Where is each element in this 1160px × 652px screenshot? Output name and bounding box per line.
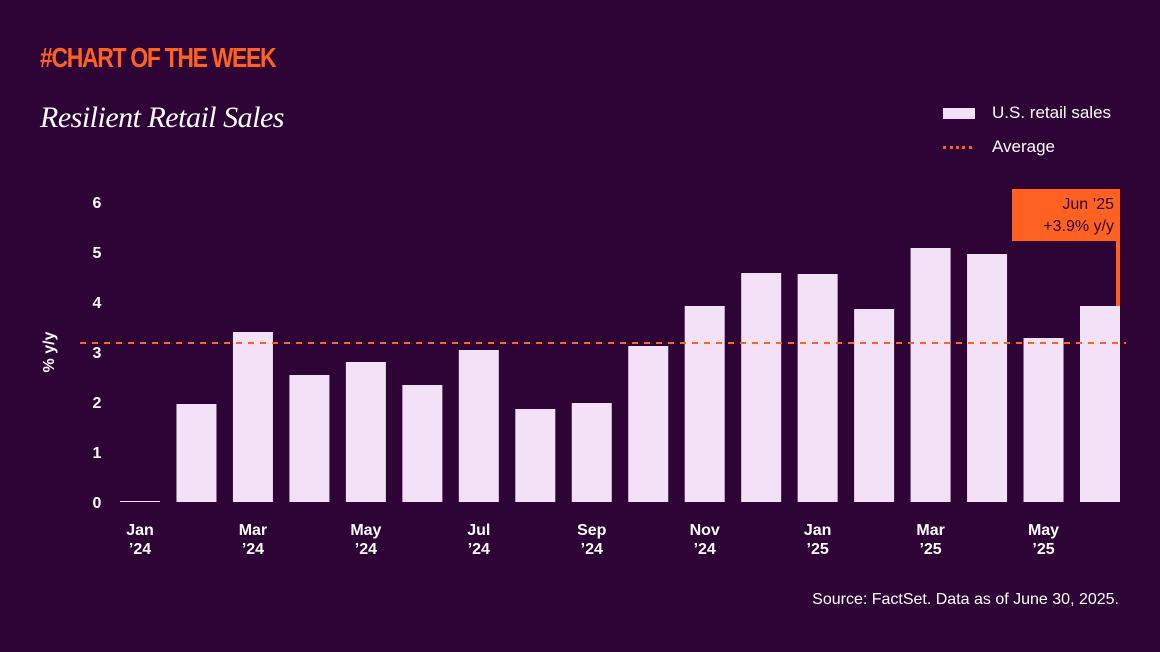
x-tick-label: ’25: [1032, 541, 1054, 558]
bar: [458, 350, 499, 502]
bar: [910, 248, 951, 502]
legend-swatch-bar-icon: [943, 107, 975, 119]
y-axis-title: % y/y: [41, 331, 58, 372]
bars: [120, 248, 1120, 502]
x-tick-label: ’24: [468, 541, 490, 558]
y-tick-label: 3: [93, 345, 102, 362]
legend-label: Average: [992, 137, 1056, 156]
y-tick-label: 6: [93, 195, 102, 212]
y-tick-label: 4: [93, 295, 102, 312]
legend-label: U.S. retail sales: [992, 103, 1112, 122]
x-tick-label: ’25: [807, 541, 829, 558]
bar: [515, 409, 556, 502]
annotation-callout: Jun ’25 +3.9% y/y: [1012, 189, 1120, 306]
x-tick-label: ’24: [355, 541, 377, 558]
legend-item-retail-sales: U.S. retail sales: [943, 96, 1111, 130]
bar: [232, 332, 273, 502]
x-tick-label: ’24: [694, 541, 716, 558]
y-tick-label: 5: [93, 245, 102, 262]
bar: [967, 254, 1008, 502]
x-tick-label: Jan: [126, 522, 154, 539]
bar: [797, 274, 838, 502]
bar: [176, 404, 217, 502]
bar: [741, 273, 782, 502]
bar: [1023, 338, 1064, 502]
bar: [402, 385, 443, 502]
y-tick-label: 1: [93, 445, 102, 462]
x-tick-label: Jul: [467, 522, 490, 539]
source-note: Source: FactSet. Data as of June 30, 202…: [812, 591, 1119, 608]
y-tick-label: 2: [93, 395, 102, 412]
x-tick-label: Jan: [804, 522, 832, 539]
x-axis-ticks: Jan ’24 Mar ’24 May ’24 Jul ’24 Sep ’24 Nov ’24 Jan ’…: [126, 522, 1059, 558]
annotation-label-date: Jun ’25: [1062, 196, 1114, 213]
annotation-label-value: +3.9% y/y: [1043, 218, 1114, 235]
annotation-leader-line: [1116, 241, 1120, 306]
legend-item-average: Average: [943, 130, 1111, 164]
bar: [628, 346, 669, 502]
x-tick-label: May: [1028, 522, 1059, 539]
bar: [854, 309, 895, 502]
bar: [684, 306, 725, 502]
x-tick-label: ’24: [129, 541, 151, 558]
chart-title: Resilient Retail Sales: [40, 101, 284, 134]
x-tick-label: Mar: [916, 522, 944, 539]
bar: [571, 403, 612, 502]
bar: [289, 375, 330, 502]
legend: U.S. retail sales Average: [943, 96, 1111, 164]
x-tick-label: Mar: [239, 522, 267, 539]
x-tick-label: ’24: [242, 541, 264, 558]
x-tick-label: Sep: [577, 522, 607, 539]
x-tick-label: ’24: [581, 541, 603, 558]
kicker-label: #CHART OF THE WEEK: [40, 42, 277, 73]
bar: [345, 362, 386, 502]
bar: [120, 501, 160, 502]
y-axis-ticks: 0 1 2 3 4 5 6: [93, 195, 102, 512]
y-tick-label: 0: [93, 495, 102, 512]
bar: [1080, 306, 1120, 502]
legend-swatch-dotted-line-icon: [943, 145, 972, 149]
x-tick-label: Nov: [690, 522, 720, 539]
x-tick-label: May: [350, 522, 381, 539]
annotation-box: [1012, 189, 1120, 241]
x-tick-label: ’25: [919, 541, 941, 558]
